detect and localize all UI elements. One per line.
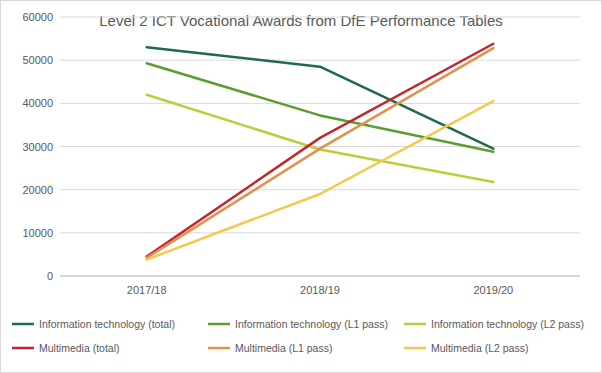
legend-swatch — [404, 347, 426, 350]
grid-line — [60, 146, 580, 147]
series-line — [147, 48, 494, 258]
legend-label: Information technology (L2 pass) — [431, 318, 584, 330]
legend-swatch — [208, 347, 230, 350]
legend-label: Information technology (L1 pass) — [235, 318, 388, 330]
y-tick-label: 60000 — [22, 11, 53, 23]
grid-line — [60, 17, 580, 18]
legend-label: Multimedia (total) — [39, 342, 120, 354]
y-tick-label: 10000 — [22, 227, 53, 239]
series-line — [147, 101, 494, 259]
legend-swatch — [12, 347, 34, 350]
x-tick-label: 2017/18 — [127, 284, 167, 296]
x-tick-label: 2018/19 — [300, 284, 340, 296]
grid-line — [60, 276, 580, 277]
legend-label: Information technology (total) — [39, 318, 175, 330]
grid-line — [60, 60, 580, 61]
grid-line — [60, 232, 580, 233]
y-tick-label: 40000 — [22, 97, 53, 109]
grid-line — [60, 103, 580, 104]
legend-label: Multimedia (L2 pass) — [431, 342, 528, 354]
series-line — [147, 47, 494, 148]
title: Level 2 ICT Vocational Awards from DfE P… — [99, 12, 503, 29]
legend-swatch — [404, 323, 426, 326]
x-tick-label: 2019/20 — [473, 284, 513, 296]
legend-swatch — [12, 323, 34, 326]
legend-label: Multimedia (L1 pass) — [235, 342, 332, 354]
y-tick-label: 20000 — [22, 184, 53, 196]
chart: Level 2 ICT Vocational Awards from DfE P… — [0, 0, 602, 373]
y-tick-label: 0 — [47, 270, 53, 282]
y-tick-label: 50000 — [22, 54, 53, 66]
x-axis — [60, 276, 580, 277]
plot-area — [147, 44, 494, 260]
grid-line — [60, 189, 580, 190]
chart-border — [1, 1, 602, 373]
legend-swatch — [208, 323, 230, 326]
y-tick-label: 30000 — [22, 141, 53, 153]
